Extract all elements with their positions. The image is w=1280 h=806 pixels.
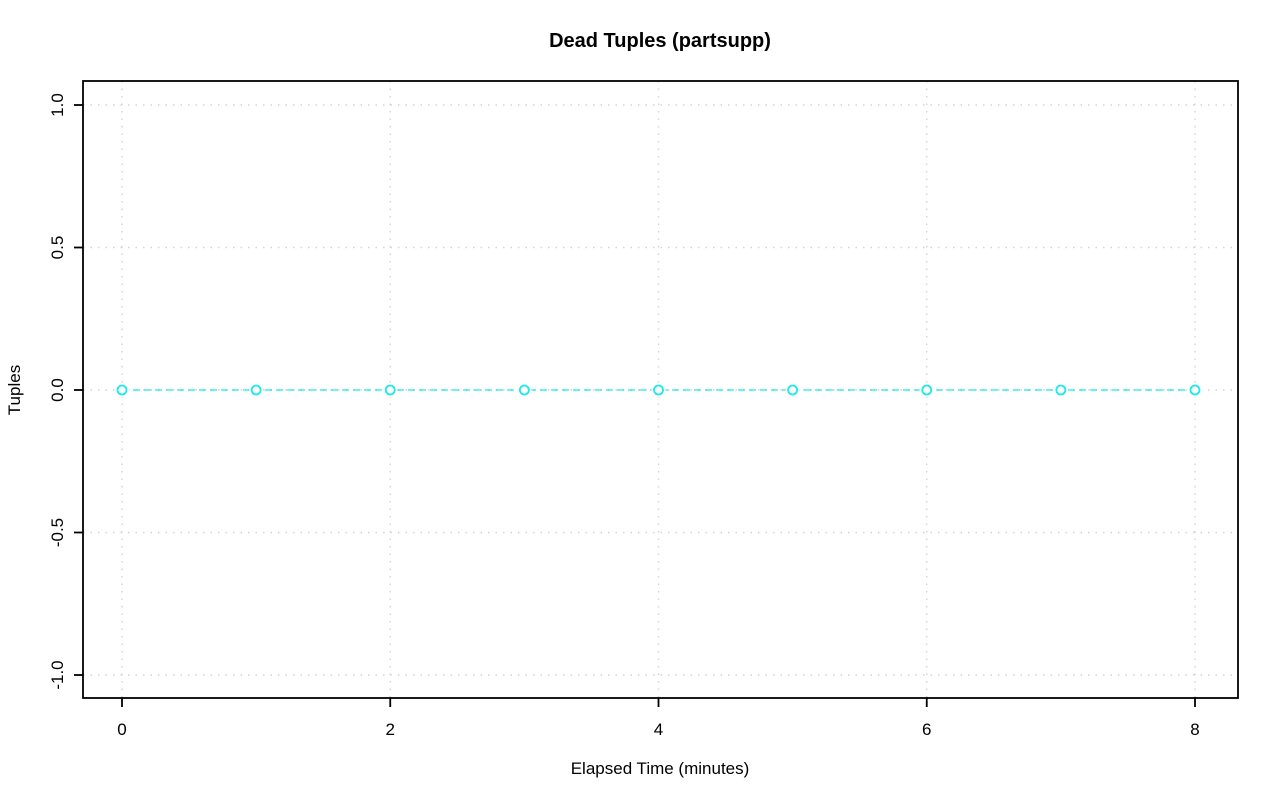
y-axis-label: Tuples xyxy=(5,364,24,416)
data-point xyxy=(1055,384,1067,396)
data-point xyxy=(787,384,799,396)
data-point xyxy=(116,384,128,396)
y-tick-label: -1.0 xyxy=(48,660,67,689)
data-point xyxy=(653,384,664,396)
x-tick-label: 0 xyxy=(117,720,126,739)
x-tick-label: 8 xyxy=(1190,720,1199,739)
data-point xyxy=(1189,384,1201,396)
y-tick-label: 1.0 xyxy=(48,93,67,117)
chart-title: Dead Tuples (partsupp) xyxy=(549,30,771,52)
y-tick-label: 0.5 xyxy=(48,236,67,260)
data-point xyxy=(384,384,396,396)
data-point xyxy=(518,384,530,396)
data-point xyxy=(250,384,262,396)
x-axis-label: Elapsed Time (minutes) xyxy=(570,759,750,778)
data-point xyxy=(921,384,933,396)
x-tick-label: 2 xyxy=(386,720,395,739)
y-tick-label: -0.5 xyxy=(48,518,67,547)
x-tick-label: 4 xyxy=(654,720,663,739)
y-tick-label: 0.0 xyxy=(48,378,67,402)
x-tick-label: 6 xyxy=(922,720,931,739)
